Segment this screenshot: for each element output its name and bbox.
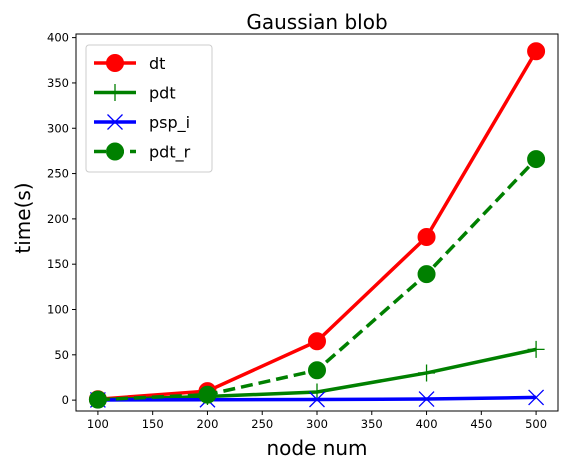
data-point-pdt — [308, 383, 326, 401]
x-tick-label: 100 — [87, 417, 109, 431]
data-point-pdt_r — [417, 265, 436, 284]
data-point-dt — [417, 228, 436, 246]
axis-ticks: 100 150 200 250 300 350 400 450 500 0 50 100 150 200 2… — [47, 31, 547, 431]
legend-marker-pdt_r — [106, 142, 124, 161]
legend-box — [85, 44, 213, 173]
data-point-pdt_r — [308, 361, 326, 380]
legend: dt pdt psp_i pdt_r — [85, 44, 213, 173]
legend-marker-psp_i — [107, 114, 123, 130]
legend-marker-pdt — [106, 84, 124, 101]
data-point-psp_i — [528, 389, 545, 406]
x-tick-label: 350 — [361, 417, 383, 431]
data-point-pdt — [527, 340, 545, 358]
x-tick-label: 500 — [525, 417, 547, 431]
y-tick-label: 0 — [62, 393, 69, 407]
x-tick-label: 250 — [251, 417, 273, 431]
data-point-pdt_r — [88, 390, 107, 409]
y-tick-label: 100 — [47, 303, 69, 317]
x-tick-label: 450 — [470, 417, 492, 431]
data-point-dt — [527, 42, 546, 61]
x-tick-label: 200 — [196, 417, 218, 431]
y-tick-label: 200 — [47, 212, 69, 226]
data-point-psp_i — [418, 391, 435, 407]
y-tick-label: 300 — [47, 121, 69, 135]
x-tick-label: 400 — [416, 417, 438, 431]
data-point-pdt — [418, 364, 436, 382]
y-tick-label: 250 — [47, 167, 69, 181]
legend-label-psp_i: psp_i — [149, 113, 190, 133]
chart-title: Gaussian blob — [246, 10, 387, 34]
legend-label-dt: dt — [149, 54, 165, 73]
data-point-dt — [308, 332, 326, 351]
data-point-psp_i — [309, 391, 325, 408]
legend-label-pdt: pdt — [149, 84, 176, 103]
x-tick-label: 300 — [306, 417, 328, 431]
y-tick-label: 150 — [47, 257, 69, 271]
x-tick-label: 150 — [142, 417, 164, 431]
legend-label-pdt_r: pdt_r — [149, 143, 191, 163]
legend-marker-dt — [106, 54, 124, 72]
plot-area — [88, 42, 546, 409]
y-tick-label: 50 — [54, 348, 69, 362]
y-tick-label: 350 — [47, 76, 69, 90]
data-point-pdt_r — [527, 150, 546, 169]
plot-frame — [75, 33, 559, 412]
y-axis-label: time(s) — [11, 182, 35, 253]
data-point-pdt_r — [198, 385, 217, 404]
y-tick-label: 400 — [47, 31, 69, 45]
x-axis-label: node num — [266, 436, 367, 460]
